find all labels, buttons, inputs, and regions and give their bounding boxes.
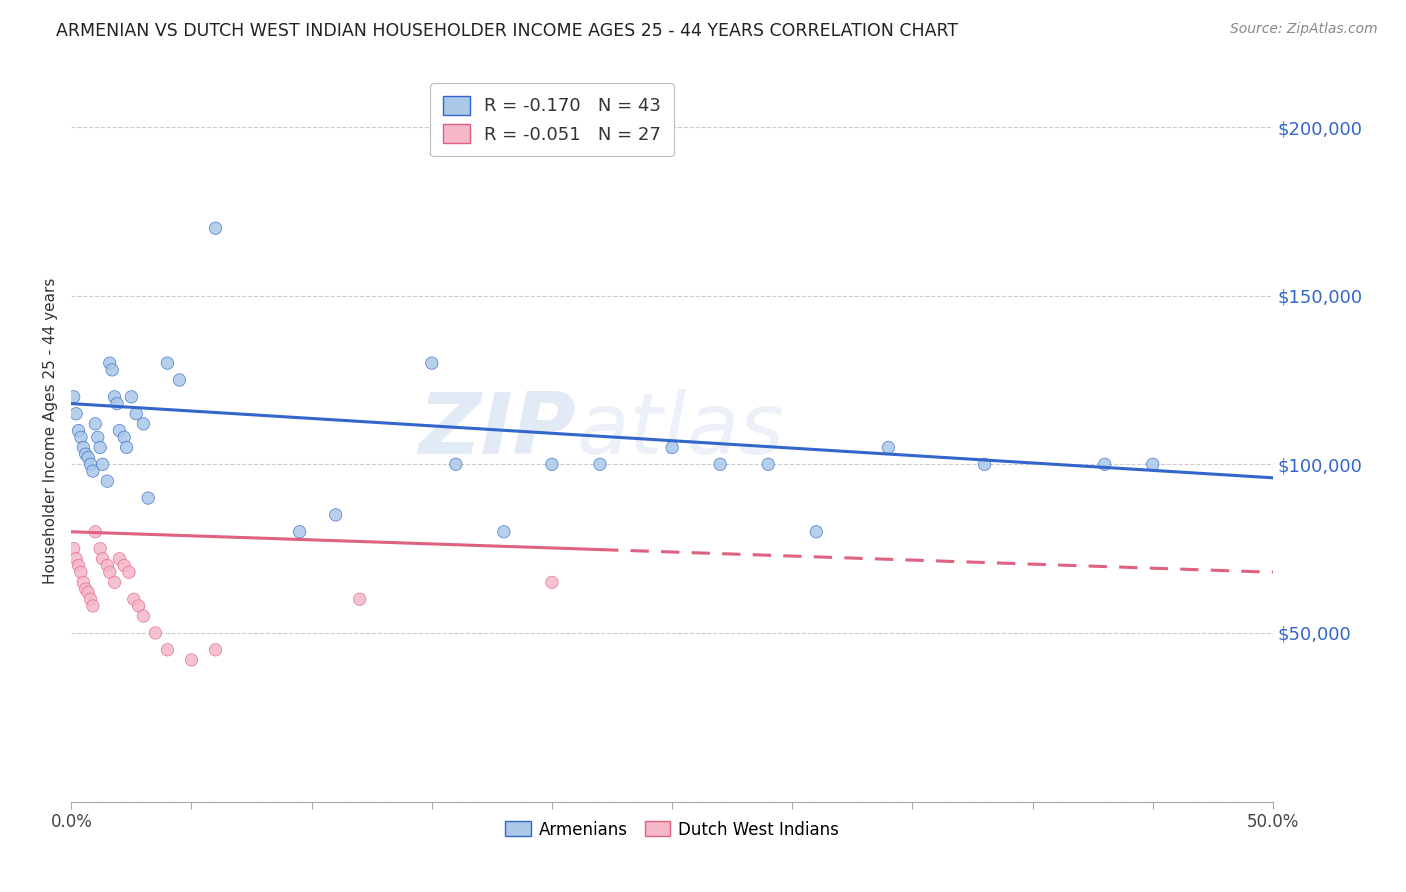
Text: ARMENIAN VS DUTCH WEST INDIAN HOUSEHOLDER INCOME AGES 25 - 44 YEARS CORRELATION : ARMENIAN VS DUTCH WEST INDIAN HOUSEHOLDE… (56, 22, 959, 40)
Point (325, 508, 347, 522)
Point (180, 653, 202, 667)
Text: atlas: atlas (576, 389, 785, 472)
Point (115, 441, 138, 455)
Point (169, 373, 191, 387)
Point (82, 599, 104, 613)
Point (661, 441, 683, 455)
Point (541, 575, 564, 590)
Point (128, 599, 150, 613)
Point (112, 558, 135, 573)
Point (91, 551, 114, 566)
Point (541, 458, 564, 472)
Point (98, 566, 121, 580)
Point (70, 430, 93, 444)
Point (65, 551, 87, 566)
Point (122, 592, 145, 607)
Point (79, 592, 101, 607)
Point (103, 575, 125, 590)
Legend: Armenians, Dutch West Indians: Armenians, Dutch West Indians (499, 814, 845, 846)
Point (492, 524, 515, 539)
Point (67, 424, 90, 438)
Point (89, 541, 111, 556)
Point (70, 566, 93, 580)
Point (72, 575, 94, 590)
Point (349, 592, 371, 607)
Text: Source: ZipAtlas.com: Source: ZipAtlas.com (1230, 22, 1378, 37)
Point (589, 458, 612, 472)
Point (84, 417, 107, 431)
Point (75, 447, 97, 461)
Point (62, 390, 84, 404)
Y-axis label: Householder Income Ages 25 - 44 years: Householder Income Ages 25 - 44 years (44, 277, 58, 583)
Point (420, 356, 443, 370)
Point (72, 441, 94, 455)
Point (79, 458, 101, 472)
Point (756, 458, 779, 472)
Point (709, 458, 731, 472)
Point (118, 566, 141, 580)
Point (105, 396, 128, 410)
Point (156, 642, 179, 657)
Point (204, 221, 226, 235)
Point (1142, 458, 1164, 472)
Point (103, 390, 125, 404)
Point (204, 642, 226, 657)
Point (84, 524, 107, 539)
Point (87, 430, 110, 444)
Point (108, 551, 131, 566)
Point (120, 390, 142, 404)
Point (77, 585, 100, 599)
Point (132, 609, 155, 624)
Point (82, 464, 104, 478)
Point (112, 430, 135, 444)
Point (877, 441, 900, 455)
Point (75, 582, 97, 596)
Point (806, 524, 828, 539)
Point (96, 474, 118, 488)
Point (65, 407, 87, 421)
Point (101, 363, 124, 377)
Point (288, 524, 311, 539)
Point (136, 491, 159, 505)
Point (67, 558, 90, 573)
Point (108, 424, 131, 438)
Point (132, 417, 155, 431)
Point (77, 450, 100, 465)
Point (145, 626, 167, 640)
Text: ZIP: ZIP (419, 389, 576, 472)
Point (973, 458, 995, 472)
Point (1094, 458, 1116, 472)
Point (91, 458, 114, 472)
Point (96, 558, 118, 573)
Point (125, 407, 148, 421)
Point (98, 356, 121, 370)
Point (444, 458, 467, 472)
Point (156, 356, 179, 370)
Point (89, 441, 111, 455)
Point (62, 541, 84, 556)
